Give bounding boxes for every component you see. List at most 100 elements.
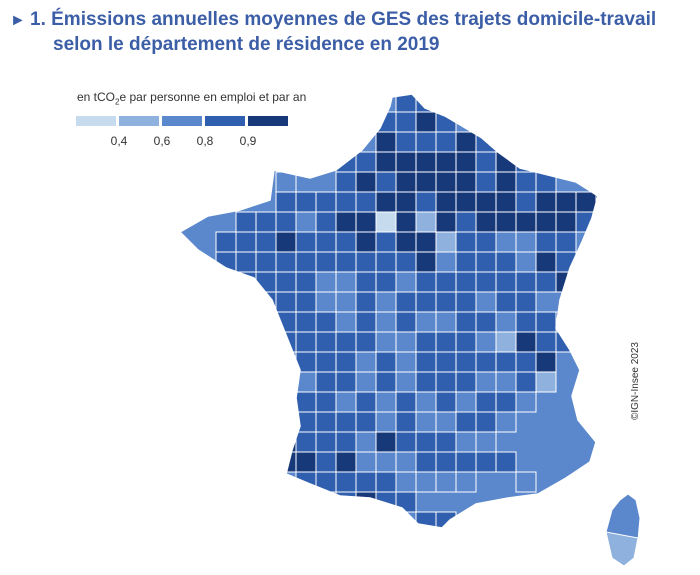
legend-unit-suffix: e par personne en emploi et par an [119,90,307,104]
department-tile [515,271,537,293]
department-tile [515,171,537,193]
department-tile [395,491,417,513]
department-tiles [180,94,598,528]
department-tile [435,291,457,313]
department-tile [455,371,477,393]
department-tile [555,231,577,253]
department-tile [395,151,417,173]
department-tile [495,271,517,293]
department-tile [495,171,517,193]
department-tile [375,491,397,513]
department-tile [295,271,317,293]
department-tile [275,171,297,193]
department-tile [335,251,357,273]
department-tile [415,391,437,413]
department-tile [315,311,337,333]
department-tile [495,131,517,153]
department-tile [435,431,457,453]
department-tile [335,451,357,473]
legend-swatch-2 [119,116,159,126]
department-tile [275,271,297,293]
department-tile [275,451,297,473]
department-tile [415,271,437,293]
department-tile [455,471,477,493]
department-tile [455,271,477,293]
department-tile [215,251,237,273]
department-tile [375,431,397,453]
department-tile [475,331,497,353]
department-tile [395,111,417,133]
department-tile [335,171,357,193]
department-tile [455,451,477,473]
department-tile [435,211,457,233]
legend-tick-1: 0,4 [110,134,128,148]
department-tile [475,291,497,313]
department-tile [435,391,457,413]
department-tile [515,371,537,393]
department-tile [335,311,357,333]
department-tile [495,231,517,253]
department-tile [535,351,557,373]
department-tile [275,311,297,333]
department-tile [355,451,377,473]
department-tile [515,351,537,373]
department-tile [295,251,317,273]
department-tile [375,451,397,473]
department-tile [255,271,277,293]
department-tile [415,111,437,133]
department-tile [295,291,317,313]
department-tile [435,411,457,433]
department-tile [335,371,357,393]
department-tile [355,231,377,253]
department-tile [415,211,437,233]
department-tile [455,351,477,373]
legend-tick-2: 0,6 [153,134,171,148]
department-tile [295,331,317,353]
department-tile [355,371,377,393]
department-tile [455,251,477,273]
department-tile [555,211,577,233]
department-tile [375,311,397,333]
department-tile [455,131,477,153]
department-tile [375,291,397,313]
department-tile [335,271,357,293]
department-tile [355,151,377,173]
department-tile [555,311,577,333]
legend-swatch-3 [162,116,202,126]
department-tile [515,211,537,233]
department-tile [475,171,497,193]
legend-swatch-5 [248,116,288,126]
department-tile [475,391,497,413]
department-tile [315,191,337,213]
department-tile [535,371,557,393]
department-tile [475,371,497,393]
department-tile [515,191,537,213]
department-tile [355,391,377,413]
department-tile [335,211,357,233]
department-tile [335,331,357,353]
department-tile [475,191,497,213]
department-tile [455,171,477,193]
department-tile [275,211,297,233]
department-tile [375,471,397,493]
department-tile [235,211,257,233]
department-tile [475,311,497,333]
department-tile [295,191,317,213]
department-tile [495,351,517,373]
department-tile [255,251,277,273]
department-tile [535,251,557,273]
department-tile [315,471,337,493]
department-tile [355,311,377,333]
department-tile [355,331,377,353]
department-tile [275,291,297,313]
department-tile [495,311,517,333]
department-tile [395,131,417,153]
department-tile [495,391,517,413]
department-tile [355,431,377,453]
department-tile [495,411,517,433]
department-tile [415,131,437,153]
department-tile [435,511,457,528]
department-tile [435,231,457,253]
department-tile [355,291,377,313]
